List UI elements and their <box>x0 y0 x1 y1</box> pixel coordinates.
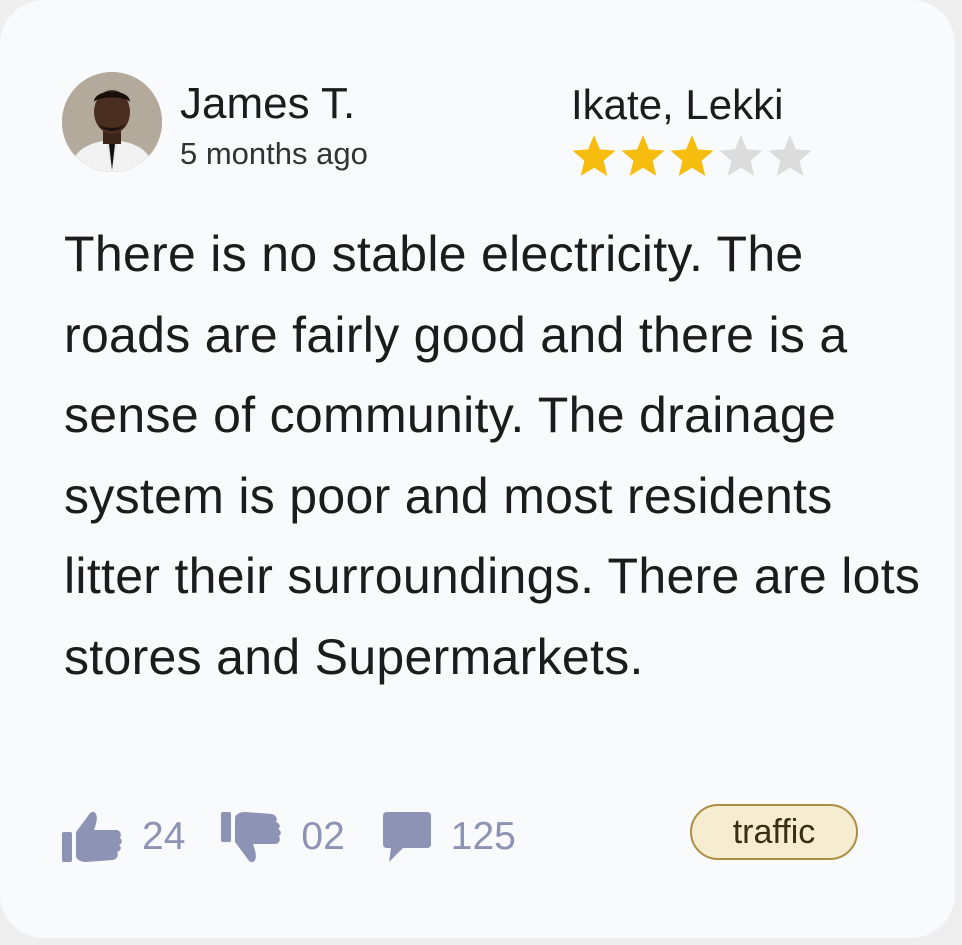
reviewer-name[interactable]: James T. <box>180 79 356 128</box>
dislike-count: 02 <box>301 815 345 858</box>
comments-button[interactable]: 125 <box>379 810 516 864</box>
review-actions: 24 02 125 <box>60 800 516 874</box>
avatar[interactable] <box>62 72 162 172</box>
star-empty-icon <box>719 135 763 176</box>
thumbs-down-icon <box>221 812 282 863</box>
review-location: Ikate, Lekki <box>571 81 784 128</box>
star-rating <box>570 132 814 180</box>
thumbs-up-icon <box>62 811 122 862</box>
avatar-portrait-icon <box>62 72 162 172</box>
topic-tag[interactable]: traffic <box>690 804 858 860</box>
review-timestamp: 5 months ago <box>180 136 368 171</box>
comment-icon <box>382 812 431 862</box>
dislike-button[interactable]: 02 <box>219 808 345 866</box>
like-button[interactable]: 24 <box>60 808 185 866</box>
star-filled-icon <box>670 135 714 176</box>
review-text: There is no stable electricity. The road… <box>64 226 921 685</box>
star-filled-icon <box>572 135 616 176</box>
star-filled-icon <box>621 135 665 176</box>
star-empty-icon <box>768 135 812 176</box>
comment-count: 125 <box>450 815 516 858</box>
like-count: 24 <box>142 815 186 858</box>
